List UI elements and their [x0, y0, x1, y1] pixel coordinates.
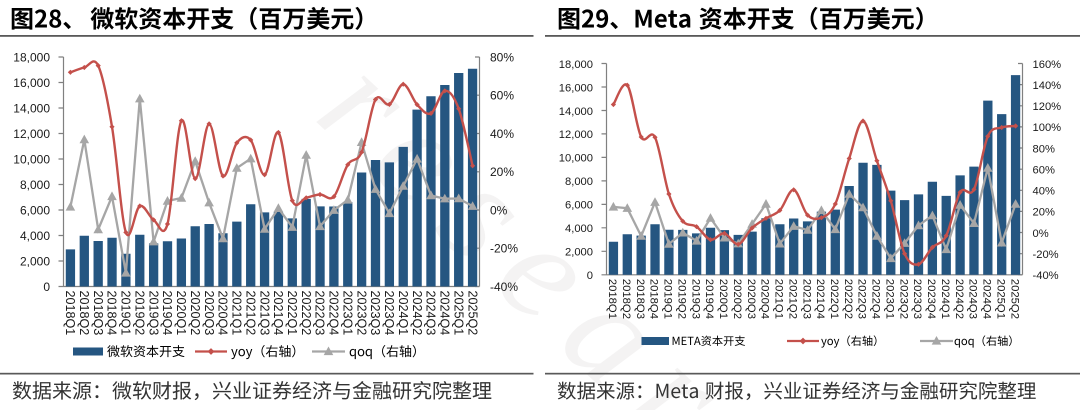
svg-text:2018Q2: 2018Q2 — [77, 291, 91, 336]
svg-text:2020Q4: 2020Q4 — [216, 291, 230, 336]
svg-text:2018Q3: 2018Q3 — [634, 279, 646, 319]
svg-text:2023Q4: 2023Q4 — [382, 291, 396, 336]
svg-text:2020Q1: 2020Q1 — [717, 279, 729, 319]
svg-text:2021Q3: 2021Q3 — [257, 291, 271, 336]
svg-text:2020Q2: 2020Q2 — [188, 291, 202, 336]
svg-text:6,000: 6,000 — [565, 200, 593, 212]
svg-text:2022Q3: 2022Q3 — [856, 279, 868, 319]
svg-text:2024Q4: 2024Q4 — [981, 279, 993, 319]
svg-text:0%: 0% — [1033, 228, 1049, 240]
svg-text:2021Q3: 2021Q3 — [800, 279, 812, 319]
svg-text:2018Q1: 2018Q1 — [63, 291, 77, 336]
svg-text:12,000: 12,000 — [559, 129, 593, 141]
svg-text:2024Q2: 2024Q2 — [953, 279, 965, 319]
svg-text:160%: 160% — [1033, 59, 1062, 71]
svg-text:2019Q1: 2019Q1 — [119, 291, 133, 336]
svg-text:-20%: -20% — [1033, 249, 1059, 261]
svg-text:80%: 80% — [490, 50, 514, 64]
svg-text:-40%: -40% — [490, 280, 518, 294]
svg-text:2021Q4: 2021Q4 — [271, 291, 285, 336]
svg-text:2019Q4: 2019Q4 — [160, 291, 174, 336]
svg-text:2,000: 2,000 — [20, 254, 50, 268]
svg-text:14,000: 14,000 — [559, 106, 593, 118]
svg-text:2020Q3: 2020Q3 — [202, 291, 216, 336]
svg-text:2022Q2: 2022Q2 — [842, 279, 854, 319]
svg-text:2018Q4: 2018Q4 — [648, 279, 660, 319]
svg-text:2023Q4: 2023Q4 — [925, 279, 937, 319]
svg-text:2021Q2: 2021Q2 — [786, 279, 798, 319]
svg-text:0: 0 — [43, 280, 50, 294]
svg-text:16,000: 16,000 — [559, 82, 593, 94]
svg-text:10,000: 10,000 — [559, 153, 593, 165]
svg-text:20%: 20% — [490, 165, 514, 179]
svg-text:14,000: 14,000 — [13, 101, 50, 115]
svg-text:0%: 0% — [490, 203, 508, 217]
svg-text:2019Q2: 2019Q2 — [676, 279, 688, 319]
svg-text:2024Q1: 2024Q1 — [939, 279, 951, 319]
svg-text:120%: 120% — [1033, 101, 1062, 113]
svg-text:60%: 60% — [490, 89, 514, 103]
svg-text:2024Q2: 2024Q2 — [410, 291, 424, 336]
svg-text:2021Q2: 2021Q2 — [243, 291, 257, 336]
svg-text:2024Q3: 2024Q3 — [424, 291, 438, 336]
svg-text:2,000: 2,000 — [565, 247, 593, 259]
svg-text:4,000: 4,000 — [565, 223, 593, 235]
svg-text:2019Q2: 2019Q2 — [133, 291, 147, 336]
svg-text:0: 0 — [587, 270, 593, 282]
svg-text:10,000: 10,000 — [13, 152, 50, 166]
svg-text:2022Q4: 2022Q4 — [327, 291, 341, 336]
svg-text:2018Q1: 2018Q1 — [606, 279, 618, 319]
svg-text:2024Q3: 2024Q3 — [967, 279, 979, 319]
svg-text:2024Q4: 2024Q4 — [438, 291, 452, 336]
svg-text:2018Q2: 2018Q2 — [620, 279, 632, 319]
svg-text:40%: 40% — [1033, 186, 1055, 198]
svg-text:2019Q3: 2019Q3 — [689, 279, 701, 319]
svg-text:16,000: 16,000 — [13, 76, 50, 90]
svg-text:2025Q1: 2025Q1 — [994, 279, 1006, 319]
svg-text:6,000: 6,000 — [20, 203, 50, 217]
svg-text:2020Q3: 2020Q3 — [745, 279, 757, 319]
svg-text:2021Q1: 2021Q1 — [773, 279, 785, 319]
svg-text:2019Q1: 2019Q1 — [662, 279, 674, 319]
svg-text:12,000: 12,000 — [13, 127, 50, 141]
svg-text:20%: 20% — [1033, 207, 1055, 219]
svg-text:60%: 60% — [1033, 165, 1055, 177]
svg-text:2023Q2: 2023Q2 — [354, 291, 368, 336]
svg-text:-20%: -20% — [490, 242, 518, 256]
svg-text:2025Q2: 2025Q2 — [465, 291, 479, 336]
svg-text:8,000: 8,000 — [20, 178, 50, 192]
svg-text:2024Q1: 2024Q1 — [396, 291, 410, 336]
svg-text:18,000: 18,000 — [13, 50, 50, 64]
svg-text:2023Q1: 2023Q1 — [341, 291, 355, 336]
svg-text:40%: 40% — [490, 127, 514, 141]
svg-text:2022Q3: 2022Q3 — [313, 291, 327, 336]
svg-text:2020Q1: 2020Q1 — [174, 291, 188, 336]
svg-text:2022Q1: 2022Q1 — [285, 291, 299, 336]
svg-text:80%: 80% — [1033, 143, 1055, 155]
svg-text:2019Q4: 2019Q4 — [703, 279, 715, 319]
svg-text:2023Q3: 2023Q3 — [368, 291, 382, 336]
svg-text:18,000: 18,000 — [559, 59, 593, 71]
svg-text:2019Q3: 2019Q3 — [146, 291, 160, 336]
svg-text:2020Q4: 2020Q4 — [759, 279, 771, 319]
svg-text:2023Q1: 2023Q1 — [884, 279, 896, 319]
svg-text:2025Q1: 2025Q1 — [451, 291, 465, 336]
svg-text:2025Q2: 2025Q2 — [1008, 279, 1020, 319]
svg-text:2023Q2: 2023Q2 — [897, 279, 909, 319]
svg-text:4,000: 4,000 — [20, 229, 50, 243]
svg-text:2021Q1: 2021Q1 — [230, 291, 244, 336]
svg-text:2018Q3: 2018Q3 — [91, 291, 105, 336]
svg-text:140%: 140% — [1033, 80, 1062, 92]
svg-text:2022Q1: 2022Q1 — [828, 279, 840, 319]
svg-text:2020Q2: 2020Q2 — [731, 279, 743, 319]
svg-text:100%: 100% — [1033, 122, 1062, 134]
svg-text:8,000: 8,000 — [565, 176, 593, 188]
svg-text:2018Q4: 2018Q4 — [105, 291, 119, 336]
svg-text:2022Q2: 2022Q2 — [299, 291, 313, 336]
svg-text:2022Q4: 2022Q4 — [870, 279, 882, 319]
svg-text:2021Q4: 2021Q4 — [814, 279, 826, 319]
svg-text:2023Q3: 2023Q3 — [911, 279, 923, 319]
svg-text:-40%: -40% — [1033, 270, 1059, 282]
